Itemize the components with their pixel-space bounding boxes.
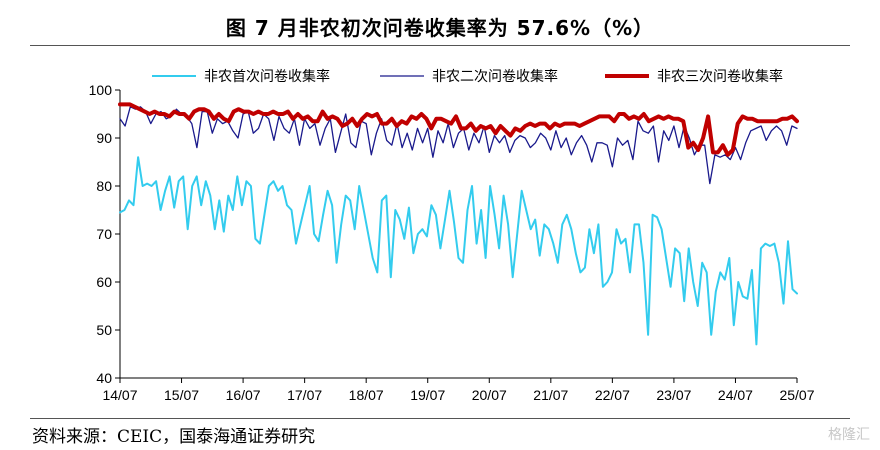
y-tick-label: 40 (96, 370, 112, 386)
x-tick-label: 19/07 (410, 387, 445, 403)
watermark: 格隆汇 (828, 427, 870, 443)
series-layer (118, 102, 799, 346)
source-note: 资料来源：CEIC，国泰海通证券研究 (32, 427, 316, 447)
y-tick-label: 60 (96, 274, 112, 290)
x-tick-label: 22/07 (595, 387, 630, 403)
x-tick-label: 16/07 (226, 387, 261, 403)
y-tick-label: 90 (96, 130, 112, 146)
legend-label-1: 非农首次问卷收集率 (204, 68, 330, 84)
chart-title: 图 7 月非农初次问卷收集率为 57.6%（%） (225, 16, 655, 40)
x-tick-label: 21/07 (533, 387, 568, 403)
x-tick-label: 15/07 (164, 387, 199, 403)
x-tick-label: 18/07 (349, 387, 384, 403)
title-divider (30, 45, 850, 46)
x-axis: 14/07 15/07 16/07 17/07 18/07 19/07 20/07 21/07… (102, 377, 815, 403)
x-tick-label: 25/07 (779, 387, 814, 403)
y-tick-label: 50 (96, 322, 112, 338)
legend-label-2: 非农二次问卷收集率 (432, 68, 558, 84)
x-tick-label: 23/07 (656, 387, 691, 403)
y-tick-label: 70 (96, 226, 112, 242)
series-line-1 (119, 156, 798, 346)
x-tick-label: 20/07 (472, 387, 507, 403)
x-tick-label: 17/07 (287, 387, 322, 403)
y-tick-label: 100 (89, 82, 113, 98)
source-divider (30, 418, 850, 419)
x-tick-label: 24/07 (718, 387, 753, 403)
legend-label-3: 非农三次问卷收集率 (657, 68, 783, 84)
y-tick-label: 80 (96, 178, 112, 194)
series-line-3 (118, 102, 799, 157)
y-axis: 40 50 60 70 80 90 100 (89, 82, 121, 386)
x-tick-label: 14/07 (102, 387, 137, 403)
chart-legend: 非农首次问卷收集率 非农二次问卷收集率 非农三次问卷收集率 (152, 68, 783, 84)
